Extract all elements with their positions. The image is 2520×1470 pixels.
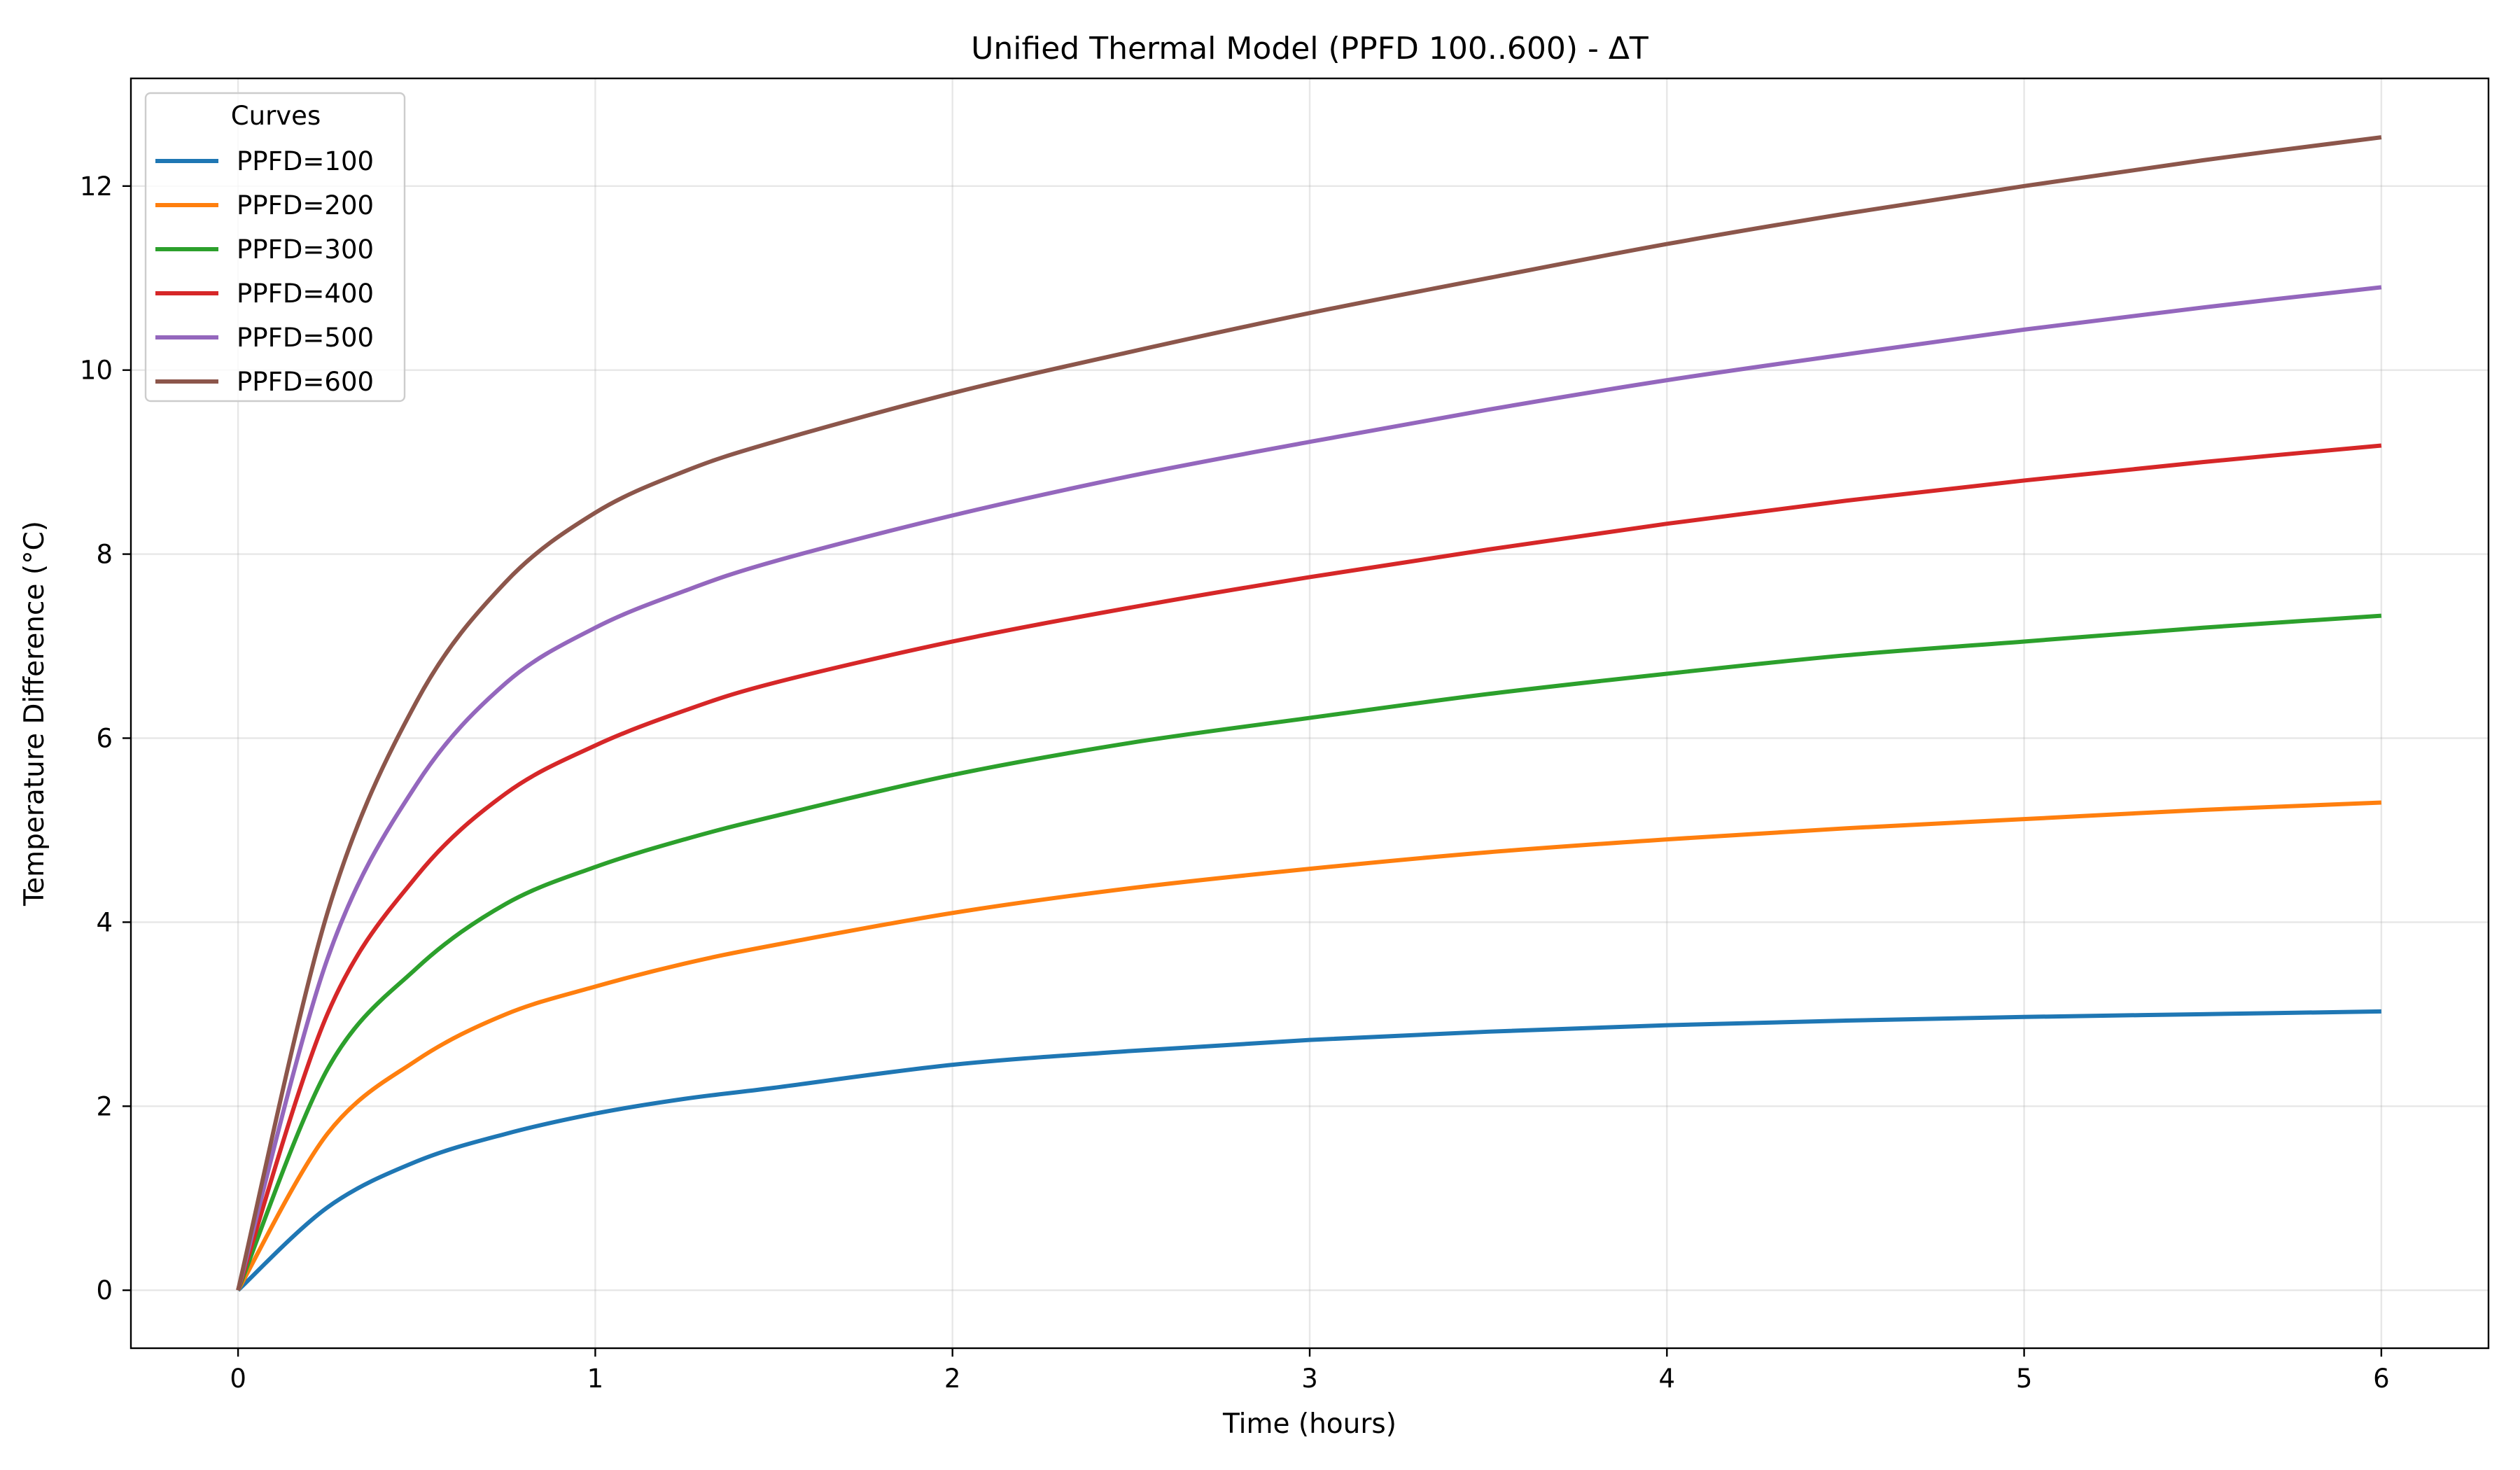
y-tick-label: 12 <box>80 172 113 202</box>
series-line-1 <box>237 1009 2381 1292</box>
legend: Curves PPFD=100 PPFD=200 PPFD=300 PPFD=400 P… <box>144 92 406 402</box>
legend-label-5: PPFD=500 <box>237 323 374 353</box>
series-lines <box>236 135 2382 1292</box>
legend-label-6: PPFD=600 <box>237 367 374 397</box>
legend-label-1: PPFD=100 <box>237 146 374 176</box>
series-line-6 <box>236 135 2382 1291</box>
x-tick-label: 3 <box>1301 1364 1318 1394</box>
x-tick-label: 1 <box>587 1364 604 1394</box>
legend-box <box>144 92 406 402</box>
x-tick-label: 5 <box>2016 1364 2033 1394</box>
chart-title: Unified Thermal Model (PPFD 100..600) - … <box>971 31 1648 66</box>
legend-title: Curves <box>231 101 321 131</box>
grid <box>131 78 2488 1348</box>
x-tick-label: 2 <box>944 1364 961 1394</box>
y-tick-label: 2 <box>96 1091 113 1121</box>
y-tick-label: 0 <box>96 1275 113 1306</box>
legend-label-4: PPFD=400 <box>237 279 374 309</box>
x-tick-label: 4 <box>1659 1364 1676 1394</box>
y-tick-label: 6 <box>96 723 113 753</box>
series-line-4 <box>236 443 2382 1292</box>
legend-label-2: PPFD=200 <box>237 190 374 220</box>
series-line-3 <box>236 613 2382 1292</box>
series-line-2 <box>236 800 2382 1292</box>
series-line-5 <box>236 285 2382 1291</box>
x-tick-label: 0 <box>230 1364 246 1394</box>
x-tick-label: 6 <box>2373 1364 2390 1394</box>
y-axis-label: Temperature Difference (°C) <box>19 521 50 906</box>
y-tick-label: 8 <box>96 540 113 570</box>
y-tick-label: 10 <box>80 356 113 386</box>
y-tick-label: 4 <box>96 907 113 937</box>
legend-label-3: PPFD=300 <box>237 234 374 265</box>
x-axis-label: Time (hours) <box>1222 1408 1396 1440</box>
